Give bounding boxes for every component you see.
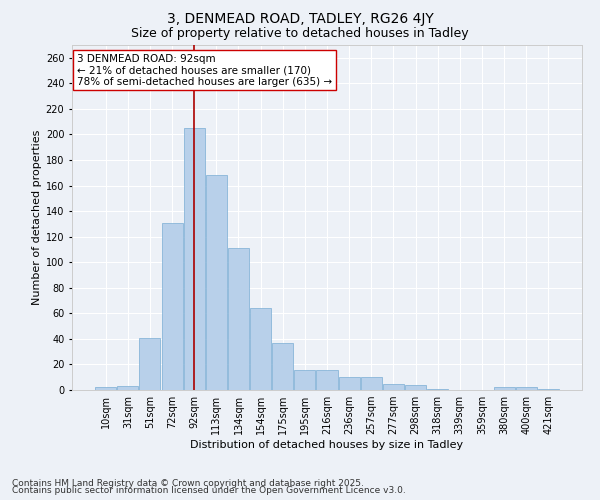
Bar <box>361 377 382 390</box>
Text: 3 DENMEAD ROAD: 92sqm
← 21% of detached houses are smaller (170)
78% of semi-det: 3 DENMEAD ROAD: 92sqm ← 21% of detached … <box>77 54 332 87</box>
Bar <box>118 386 139 390</box>
Bar <box>494 388 515 390</box>
Bar <box>427 388 448 390</box>
Text: Size of property relative to detached houses in Tadley: Size of property relative to detached ho… <box>131 28 469 40</box>
Bar <box>272 342 293 390</box>
Text: Contains HM Land Registry data © Crown copyright and database right 2025.: Contains HM Land Registry data © Crown c… <box>12 478 364 488</box>
Y-axis label: Number of detached properties: Number of detached properties <box>32 130 41 305</box>
Bar <box>139 338 160 390</box>
Bar <box>206 176 227 390</box>
Bar <box>250 308 271 390</box>
Bar <box>161 222 182 390</box>
Bar <box>316 370 338 390</box>
Bar <box>295 370 316 390</box>
X-axis label: Distribution of detached houses by size in Tadley: Distribution of detached houses by size … <box>190 440 464 450</box>
Bar <box>95 388 116 390</box>
Bar <box>538 388 559 390</box>
Text: 3, DENMEAD ROAD, TADLEY, RG26 4JY: 3, DENMEAD ROAD, TADLEY, RG26 4JY <box>167 12 433 26</box>
Text: Contains public sector information licensed under the Open Government Licence v3: Contains public sector information licen… <box>12 486 406 495</box>
Bar <box>515 388 536 390</box>
Bar <box>383 384 404 390</box>
Bar <box>338 377 359 390</box>
Bar <box>184 128 205 390</box>
Bar <box>405 385 426 390</box>
Bar <box>228 248 249 390</box>
